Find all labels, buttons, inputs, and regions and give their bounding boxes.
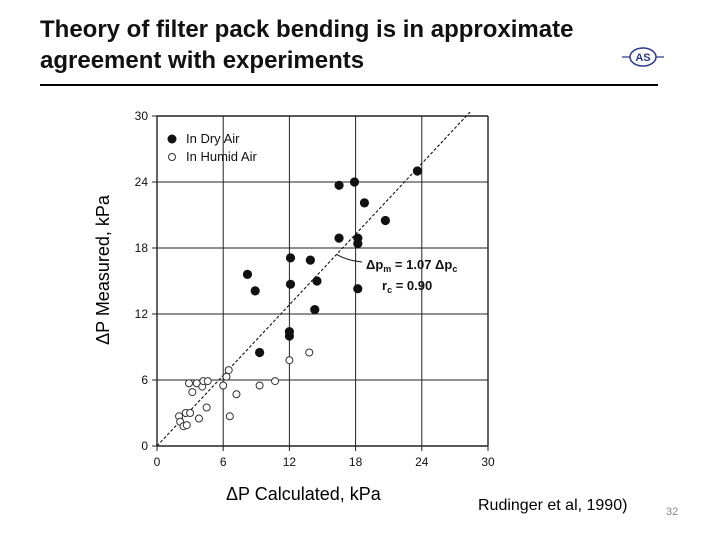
data-point-dry-air (353, 239, 363, 249)
logo-text: AS (635, 52, 650, 64)
data-point-dry-air (334, 233, 344, 243)
data-point-dry-air (242, 269, 253, 279)
y-tick-label: 30 (135, 109, 149, 123)
annotation-equation: Δpm = 1.07 Δpc (366, 257, 457, 274)
logo-ring (629, 47, 657, 67)
data-point-humid-air (285, 356, 294, 365)
fit-line (157, 112, 471, 446)
data-point-dry-air (312, 276, 322, 286)
ann-r: r (382, 278, 387, 293)
data-point-dry-air (412, 166, 422, 176)
data-point-dry-air (284, 331, 294, 341)
ann-dp: Δp (366, 257, 383, 272)
data-point-humid-air (186, 409, 195, 417)
legend-marker-open (168, 153, 176, 161)
x-tick-label: 24 (415, 455, 429, 469)
chart-legend: In Dry Air In Humid Air (167, 131, 257, 164)
annotation-correlation: rc = 0.90 (382, 278, 432, 295)
data-point-dry-air (349, 177, 360, 187)
data-point-dry-air (353, 284, 363, 294)
ann-eq: = 1.07 Δp (391, 257, 452, 272)
chart-ticks: 0 6 12 18 24 30 0 6 12 18 24 30 (135, 109, 495, 469)
ann-sub-rc: c (387, 285, 392, 295)
ann-sub-c: c (452, 264, 457, 274)
y-tick-label: 18 (135, 241, 149, 255)
data-point-dry-air (334, 180, 344, 190)
data-point-humid-air (225, 412, 234, 421)
ann-r-value: = 0.90 (392, 278, 432, 293)
data-point-humid-air (202, 403, 211, 412)
fit-annotation: Δpm = 1.07 Δpc rc = 0.90 (336, 254, 457, 295)
data-point-humid-air (203, 377, 212, 386)
data-point-dry-air (250, 286, 260, 296)
data-point-dry-air (255, 347, 265, 358)
y-tick-label: 0 (141, 439, 148, 453)
x-tick-label: 0 (154, 455, 161, 469)
chart-grid (156, 115, 489, 447)
page-number: 32 (666, 506, 679, 518)
ann-sub-m: m (383, 264, 391, 274)
source-credit: Rudinger et al, 1990) (478, 497, 628, 514)
x-tick-label: 30 (481, 455, 495, 469)
data-point-dry-air (310, 305, 320, 315)
data-point-humid-air (255, 381, 264, 390)
y-tick-label: 6 (141, 373, 148, 387)
legend-label-humid: In Humid Air (186, 149, 257, 164)
as-logo: AS (622, 47, 664, 67)
chart-points (175, 166, 422, 431)
data-point-dry-air (359, 198, 370, 208)
legend-marker-filled (167, 134, 177, 144)
y-axis-label: ΔP Measured, kPa (93, 195, 113, 345)
annotation-leader (336, 254, 363, 263)
data-point-humid-air (222, 372, 231, 381)
data-point-humid-air (194, 414, 203, 423)
data-point-dry-air (380, 215, 390, 226)
title-divider (40, 84, 658, 86)
data-point-humid-air (188, 388, 197, 397)
data-point-humid-air (305, 348, 314, 357)
data-point-humid-air (219, 381, 228, 390)
x-tick-label: 12 (283, 455, 297, 469)
legend-label-dry: In Dry Air (186, 131, 240, 146)
data-point-humid-air (184, 379, 193, 388)
x-axis-label: ΔP Calculated, kPa (226, 484, 381, 504)
data-point-humid-air (224, 366, 233, 375)
x-tick-label: 18 (349, 455, 363, 469)
data-point-dry-air (285, 279, 296, 289)
slide-title: Theory of filter pack bending is in appr… (40, 16, 574, 74)
y-tick-label: 24 (135, 175, 149, 189)
data-point-humid-air (232, 390, 241, 399)
data-point-dry-air (305, 255, 315, 265)
data-point-humid-air (271, 377, 280, 386)
data-point-humid-air (182, 421, 191, 430)
data-point-dry-air (285, 253, 296, 263)
y-tick-label: 12 (135, 307, 149, 321)
x-tick-label: 6 (220, 455, 227, 469)
